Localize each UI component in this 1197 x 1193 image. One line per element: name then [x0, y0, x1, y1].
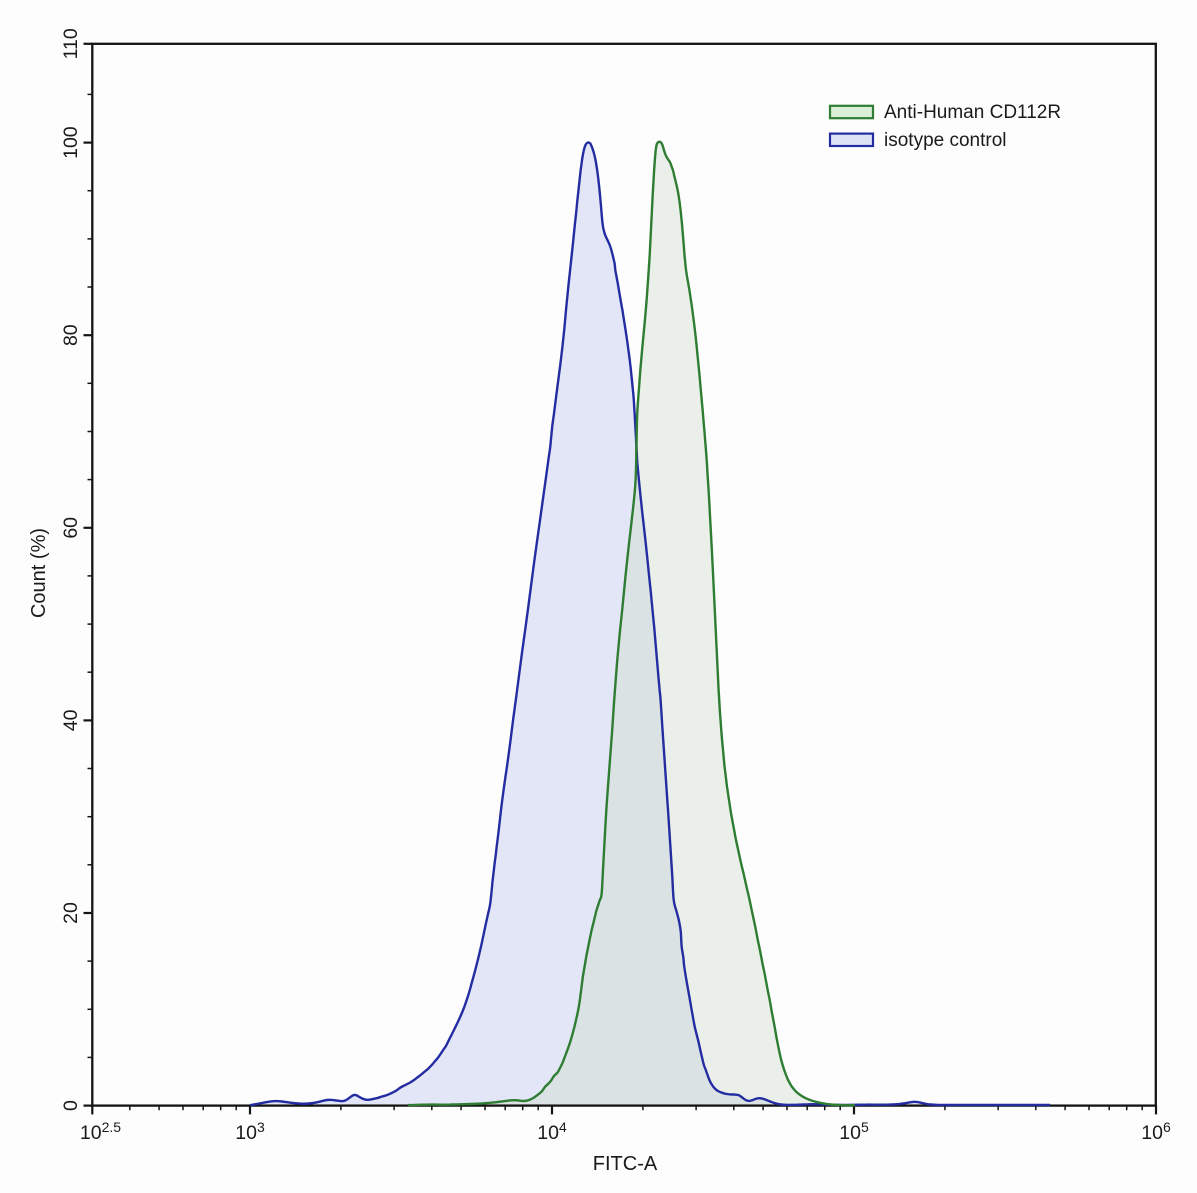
svg-text:FITC-A: FITC-A: [593, 1153, 658, 1175]
svg-text:60: 60: [60, 517, 82, 539]
svg-text:Anti-Human CD112R: Anti-Human CD112R: [884, 102, 1061, 123]
svg-text:isotype control: isotype control: [884, 130, 1007, 151]
svg-text:80: 80: [60, 324, 82, 346]
svg-text:100: 100: [60, 126, 82, 159]
svg-text:110: 110: [60, 28, 82, 59]
svg-text:40: 40: [60, 709, 82, 731]
svg-text:20: 20: [60, 902, 82, 924]
svg-text:0: 0: [60, 1100, 82, 1111]
svg-text:Count (%): Count (%): [28, 528, 50, 618]
